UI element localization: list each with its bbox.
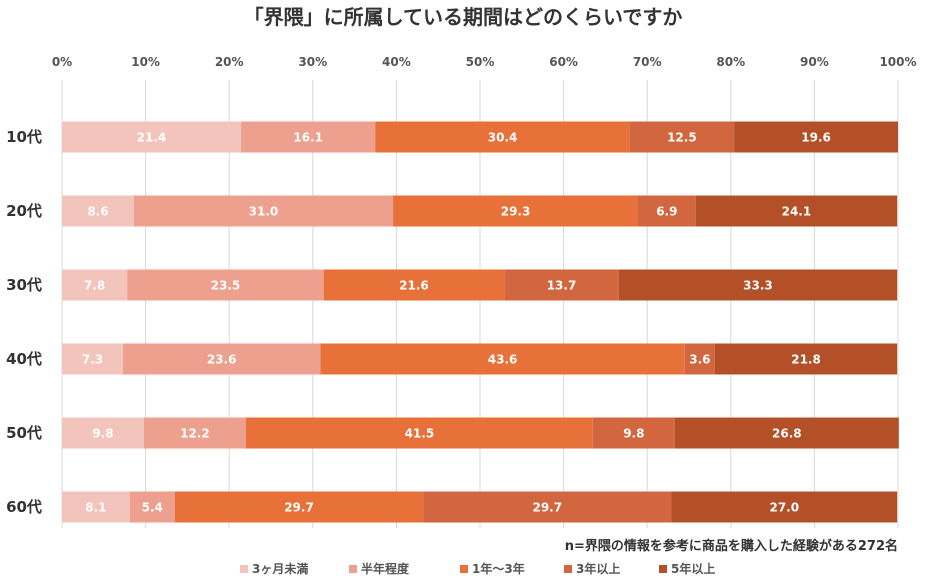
bar-segment [240, 121, 376, 153]
data-label: 5.4 [142, 501, 163, 515]
data-label: 21.6 [399, 279, 429, 293]
x-tick-label: 30% [298, 55, 327, 69]
category-labels: 10代 20代 30代 40代 50代 60代 [6, 128, 42, 516]
data-label: 30.4 [488, 131, 518, 145]
bar-segment [393, 195, 639, 227]
category-label: 20代 [6, 202, 42, 220]
bar-segment [674, 417, 899, 449]
bar-segment [62, 491, 130, 523]
data-label: 9.8 [623, 427, 644, 441]
data-label: 6.9 [656, 205, 677, 219]
data-label: 12.5 [667, 131, 697, 145]
x-tick-label: 80% [716, 55, 745, 69]
data-label: 33.3 [743, 279, 773, 293]
legend-label: 3年以上 [576, 561, 620, 576]
data-label: 29.7 [532, 501, 562, 515]
category-label: 30代 [6, 276, 42, 294]
data-label: 7.8 [84, 279, 105, 293]
bar-segment [133, 195, 394, 227]
x-tick-label: 90% [800, 55, 829, 69]
data-label: 8.1 [85, 501, 106, 515]
category-label: 50代 [6, 424, 42, 442]
bar-segment [714, 343, 898, 375]
chart-title: 「界隈」に所属している期間はどのくらいですか [244, 5, 683, 29]
x-axis-ticks: 0% 10% 20% 30% 40% 50% 60% 70% 80% 90% 100% [52, 55, 917, 69]
bar-segment [62, 417, 144, 449]
sample-note: n=界隈の情報を参考に商品を購入した経験がある272名 [565, 538, 898, 554]
x-tick-label: 100% [879, 55, 916, 69]
bar-segment [618, 269, 898, 301]
bar-segment [375, 121, 630, 153]
x-tick-label: 0% [52, 55, 72, 69]
data-label: 19.6 [801, 131, 831, 145]
data-label: 23.6 [207, 353, 237, 367]
data-label: 13.7 [547, 279, 577, 293]
bar-segment [143, 417, 246, 449]
bar-segment [123, 343, 321, 375]
legend-swatch [460, 565, 468, 573]
data-label: 27.0 [769, 501, 799, 515]
bar-segment [629, 121, 735, 153]
data-label: 16.1 [293, 131, 323, 145]
bar-segment [62, 269, 128, 301]
x-tick-label: 60% [549, 55, 578, 69]
category-label: 60代 [6, 498, 42, 516]
legend-label: 1年〜3年 [472, 561, 525, 576]
data-label: 26.8 [772, 427, 802, 441]
data-label: 23.5 [211, 279, 241, 293]
bar-segment [127, 269, 324, 301]
bar-segment [62, 343, 124, 375]
x-tick-label: 40% [382, 55, 411, 69]
data-label: 43.6 [488, 353, 518, 367]
x-tick-label: 10% [131, 55, 160, 69]
data-label: 29.3 [501, 205, 531, 219]
bar-segment [62, 121, 241, 153]
bar-segment [592, 417, 675, 449]
data-label: 29.7 [284, 501, 314, 515]
bar-segment [320, 343, 685, 375]
legend-swatch [240, 565, 248, 573]
bar-segment [638, 195, 696, 227]
gridlines [61, 80, 899, 528]
data-label: 21.8 [791, 353, 821, 367]
data-label: 8.6 [87, 205, 108, 219]
data-label: 3.6 [689, 353, 710, 367]
bar-segment [245, 417, 593, 449]
x-tick-label: 70% [633, 55, 662, 69]
legend-swatch [659, 565, 667, 573]
data-label: 24.1 [782, 205, 812, 219]
data-label: 41.5 [405, 427, 435, 441]
data-label: 9.8 [92, 427, 113, 441]
category-label: 10代 [6, 128, 42, 146]
data-label: 21.4 [137, 131, 167, 145]
legend: 3ヶ月未満 半年程度 1年〜3年 3年以上 5年以上 [240, 561, 715, 576]
x-tick-label: 50% [466, 55, 495, 69]
bar-segment [504, 269, 619, 301]
data-label: 31.0 [249, 205, 279, 219]
bars: 21.4 16.1 30.4 12.5 19.6 8.6 31.0 29.3 6.9 24.1 7.… [62, 121, 899, 523]
bar-segment [129, 491, 175, 523]
legend-swatch [564, 565, 572, 573]
data-label: 7.3 [82, 353, 103, 367]
bar-segment [684, 343, 715, 375]
legend-label: 半年程度 [361, 561, 410, 576]
bar-segment [671, 491, 898, 523]
bar-segment [734, 121, 898, 153]
bar-segment [423, 491, 672, 523]
legend-swatch [349, 565, 357, 573]
legend-label: 3ヶ月未満 [252, 561, 308, 576]
legend-label: 5年以上 [671, 561, 715, 576]
bar-segment [323, 269, 505, 301]
bar-segment [174, 491, 424, 523]
bar-segment [62, 195, 134, 227]
x-tick-label: 20% [215, 55, 244, 69]
category-label: 40代 [6, 350, 42, 368]
data-label: 12.2 [180, 427, 210, 441]
bar-segment [695, 195, 898, 227]
